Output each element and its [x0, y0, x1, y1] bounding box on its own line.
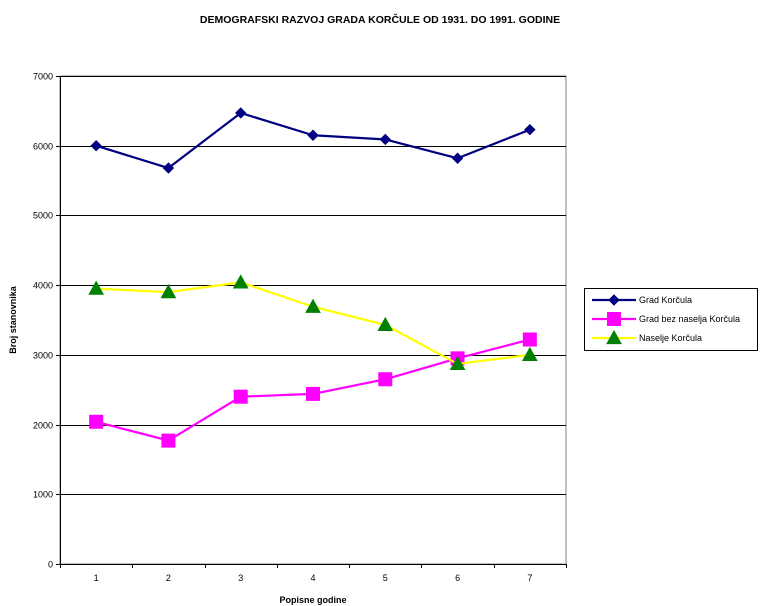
x-tick-label-7: 7: [527, 573, 532, 583]
legend: Grad Korčula Grad bez naselja Korčula Nase…: [584, 288, 758, 351]
gridlines: [60, 76, 566, 495]
series-layer: [88, 107, 538, 448]
series-2-point-3: [233, 389, 248, 404]
series-3-point-3: [232, 274, 249, 289]
legend-label-2: Grad bez naselja Korčula: [639, 314, 740, 324]
legend-entry-1: Grad Korčula: [592, 294, 692, 306]
series-2-point-7: [522, 332, 537, 347]
series-3-point-2: [160, 284, 177, 299]
x-tick-label-1: 1: [94, 573, 99, 583]
legend-label-3: Naselje Korčula: [639, 333, 702, 343]
legend-label-1: Grad Korčula: [639, 295, 692, 305]
series-3-point-5: [377, 316, 394, 331]
x-tick-label-6: 6: [455, 573, 460, 583]
legend-entry-3: Naselje Korčula: [592, 329, 702, 345]
series-1-point-4: [307, 129, 319, 141]
x-axis-title: Popisne godine: [279, 595, 346, 605]
legend-swatch-marker-3: [606, 329, 622, 345]
series-1-point-1: [90, 140, 102, 152]
series-1-point-3: [235, 107, 247, 119]
y-tick-label-7000: 7000: [33, 72, 53, 82]
x-tick-label-3: 3: [238, 573, 243, 583]
y-tick-label-0: 0: [48, 560, 53, 570]
legend-swatch-marker-1: [608, 294, 620, 306]
series-3-point-7: [522, 346, 538, 361]
series-3-point-6: [449, 355, 466, 371]
series-3: [88, 274, 538, 371]
legend-swatch-marker-2: [607, 312, 621, 326]
x-tick-label-2: 2: [166, 573, 171, 583]
series-1: [90, 107, 536, 174]
y-tick-label-6000: 6000: [33, 142, 53, 152]
series-2-point-1: [89, 414, 104, 429]
y-tick-label-2000: 2000: [33, 421, 53, 431]
series-2-point-5: [378, 372, 393, 387]
plot-border: [59, 75, 567, 565]
series-2-point-2: [161, 433, 176, 448]
y-tick-label-3000: 3000: [33, 351, 53, 361]
series-3-point-4: [305, 298, 321, 313]
series-2-point-4: [306, 386, 320, 401]
series-3-point-1: [88, 280, 104, 295]
series-1-point-7: [524, 123, 536, 136]
y-tick-label-4000: 4000: [33, 281, 53, 291]
plot-area: [59, 75, 567, 565]
x-tick-label-4: 4: [310, 573, 315, 583]
y-tick-label-5000: 5000: [33, 211, 53, 221]
legend-entry-2: Grad bez naselja Korčula: [592, 312, 740, 326]
y-tick-label-1000: 1000: [33, 490, 53, 500]
chart-title: DEMOGRAFSKI RAZVOJ GRADA KORČULE OD 1931…: [200, 13, 560, 26]
series-1-point-2: [162, 162, 175, 174]
series-1-point-5: [379, 133, 391, 146]
axes: 0 1000 2000 3000 4000 5000 6000 7000 1 2 3 4 5 6 7: [33, 72, 567, 583]
x-tick-label-5: 5: [383, 573, 388, 583]
series-1-point-6: [451, 152, 464, 164]
y-axis-title: Broj stanovnika: [8, 285, 18, 354]
